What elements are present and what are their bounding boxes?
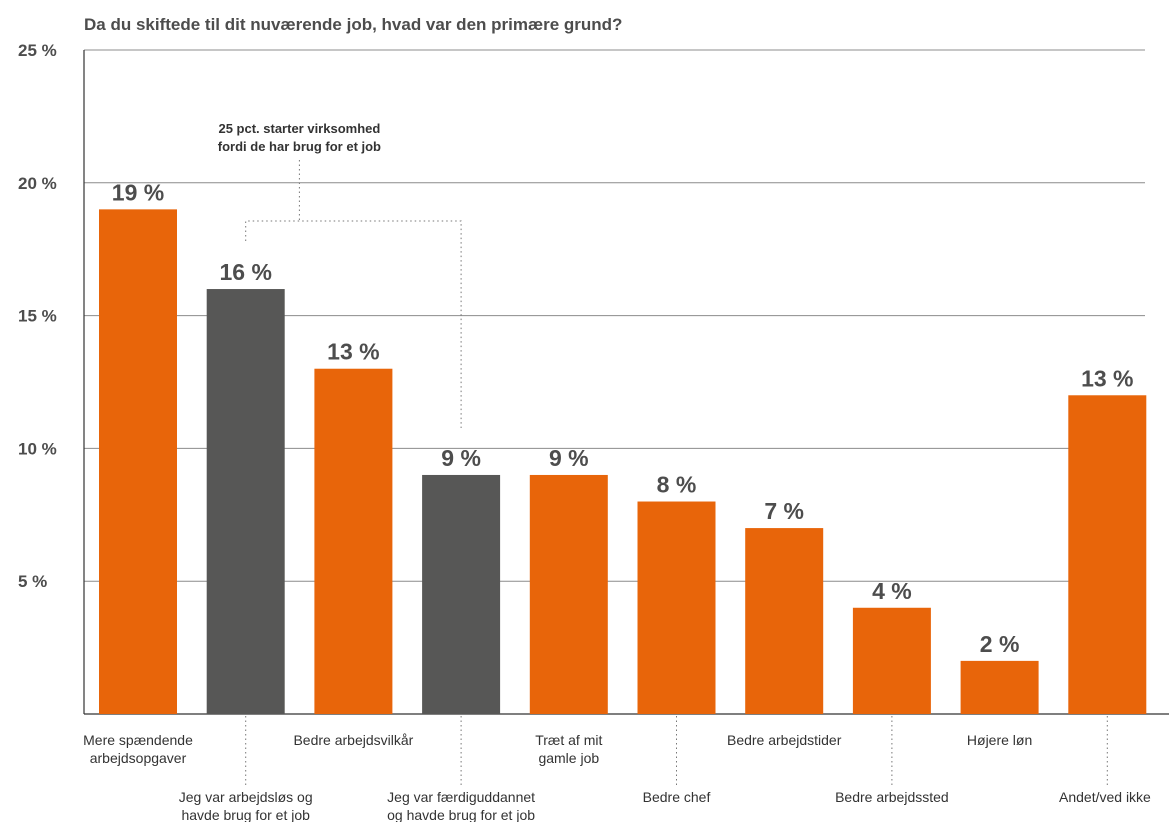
y-tick-label: 15 % [18, 307, 57, 326]
chart-title: Da du skiftede til dit nuværende job, hv… [84, 15, 622, 34]
bar [314, 368, 393, 714]
value-label: 13 % [327, 339, 379, 365]
category-label: Andet/ved ikke [1059, 789, 1151, 805]
category-label: Bedre chef [643, 789, 711, 805]
value-label: 4 % [872, 578, 912, 604]
category-label: Mere spændende arbejdsopgaver [83, 732, 193, 766]
annotation-connectors [245, 160, 1108, 786]
labels: 25 % 20 % 15 % 10 % 5 % 19 % 16 % 13 % 9 % 9 % 8 %… [18, 41, 1151, 822]
category-label: Bedre arbejdsvilkår [293, 732, 413, 748]
bar [960, 660, 1039, 714]
value-label: 13 % [1081, 365, 1133, 391]
category-label: Jeg var færdiguddannet og havde brug for … [387, 789, 535, 822]
y-tick-label: 5 % [18, 572, 47, 591]
category-label: Bedre arbejdstider [727, 732, 842, 748]
bar [1068, 395, 1147, 714]
bar [99, 209, 177, 715]
bar [852, 607, 931, 714]
y-tick-label: 20 % [18, 174, 57, 193]
bar [422, 474, 501, 714]
value-label: 16 % [219, 259, 271, 285]
value-label: 19 % [112, 179, 164, 205]
value-label: 9 % [549, 445, 589, 471]
category-label: Jeg var arbejdsløs og havde brug for et j… [179, 789, 313, 822]
bar [529, 474, 608, 714]
bar [745, 528, 824, 714]
annotation-bracket [245, 220, 462, 428]
category-label: Træt af mit gamle job [535, 732, 602, 766]
y-tick-label: 10 % [18, 439, 57, 458]
y-tick-label: 25 % [18, 41, 57, 60]
value-label: 2 % [980, 631, 1020, 657]
value-label: 9 % [441, 445, 481, 471]
bars [99, 209, 1147, 715]
category-label: Bedre arbejdssted [835, 789, 949, 805]
annotation-text: 25 pct. starter virksomhed fordi de har b… [218, 121, 381, 154]
value-label: 7 % [764, 498, 804, 524]
bar [637, 501, 716, 714]
category-label: Højere løn [967, 732, 1032, 748]
value-label: 8 % [657, 472, 697, 498]
bar [206, 289, 285, 714]
